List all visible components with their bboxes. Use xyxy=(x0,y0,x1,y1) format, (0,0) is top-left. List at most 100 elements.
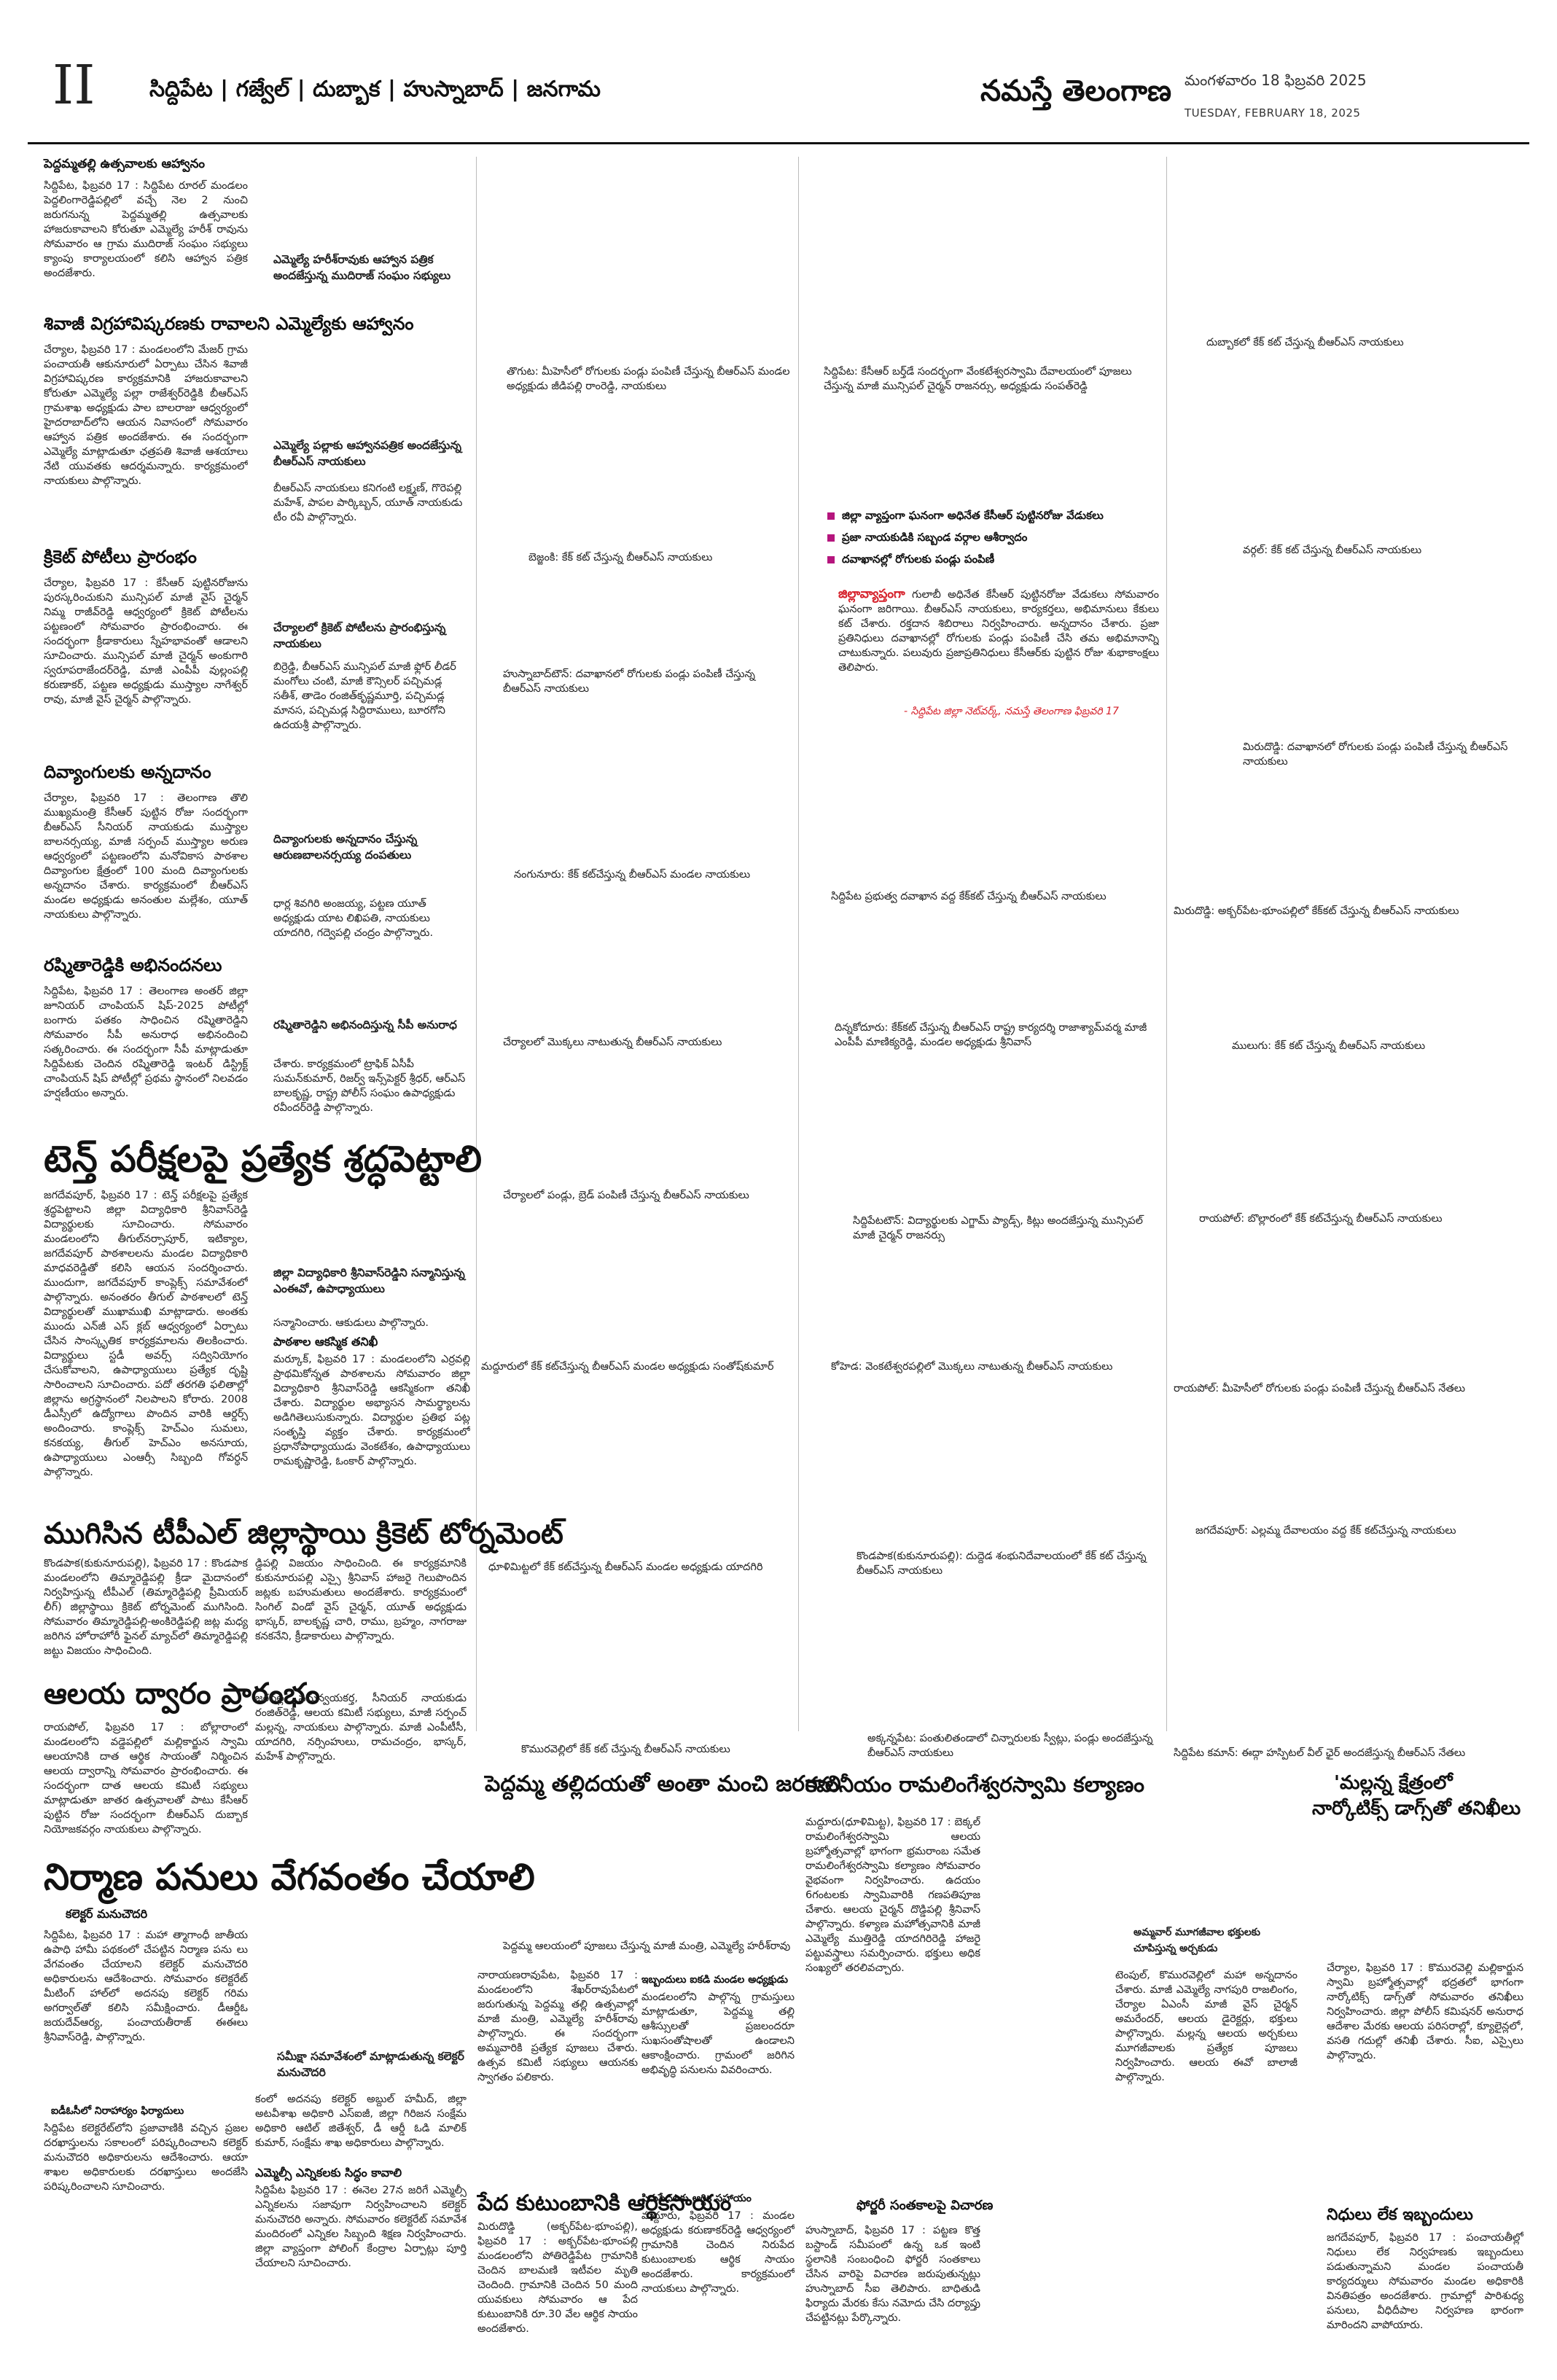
article-body: రాయపోల్, ఫిబ్రవరి 17 : బోల్లారాంలో మండలం… xyxy=(44,1722,248,1835)
article-body: డ్డిపల్లి విజయం సాధించింది. ఈ కార్యక్రమా… xyxy=(255,1558,467,1642)
photo-caption: చేర్యాలలో మొక్కలు నాటుతున్న బీఆర్ఎస్ నాయ… xyxy=(503,1037,722,1048)
date-telugu: మంగళవారం 18 ఫిబ్రవరి 2025 xyxy=(1185,71,1367,89)
article-body: సిద్దిపేట, ఫిబ్రవరి 17 : మహా త్మాగాంధీ జ… xyxy=(44,1930,248,2043)
photo-caption: నంగునూరు: కేక్ కట్‌చేస్తున్న బీఆర్ఎస్ మం… xyxy=(514,869,751,881)
article-subhead: సిరుపేదలకు ఆర్థిక సహాయం xyxy=(641,2193,752,2204)
photo-caption: వర్గల్: కేక్ కట్ చేస్తున్న బీఆర్ఎస్ నాయక… xyxy=(1243,545,1422,556)
region-list: సిద్దిపేట | గజ్వేల్ | దుబ్బాక | హుస్నాబా… xyxy=(149,77,601,102)
article-title: దివ్యాంగులకు అన్నదానం xyxy=(44,762,211,782)
article-body: చేర్యాల, ఫిబ్రవరి 17 : తెలంగాణ తొలి ముఖ్… xyxy=(44,792,248,921)
article-body: చేర్యాల, ఫిబ్రవరి 17 : మండలంలోని మేజర్ గ… xyxy=(44,344,248,487)
article-title: కమనీయం రామలింగేశ్వరస్వామి కల్యాణం xyxy=(805,1772,1144,1797)
article-title: నిర్మాణ పనులు వేగవంతం చేయాలి xyxy=(44,1856,535,1898)
photo-caption: రాయపోల్: బొల్లారంలో కేక్ కట్‌చేస్తున్న బ… xyxy=(1199,1213,1443,1225)
photo-caption: సిద్దిపేటటౌన్: విద్యార్థులకు ఎగ్జామ్ ప్య… xyxy=(853,1215,1143,1241)
caption-text: బీఆర్ఎస్ నాయకులు కనిగంటి లక్ష్మణ్, గొరెప… xyxy=(273,483,463,523)
photo-caption: ధూళిమిట్టలో కేక్ కట్‌చేస్తున్న బీఆర్ఎస్ … xyxy=(488,1561,763,1573)
photo-caption: రష్మితారెడ్డిని అభినందిస్తున్న సీపీ అనుర… xyxy=(273,1018,457,1031)
photo-caption: తొగుట: మీహెసీలో రోగులకు పండ్లు పంపిణీ చే… xyxy=(507,366,790,392)
photo-caption: జగదేవపూర్: ఎల్లమ్మ దేవాలయం వద్ద కేక్ కట్… xyxy=(1195,1525,1456,1537)
article-body: జరవల్ల సమన్వయకర్త, సీనియర్ నాయకుడు రంజిత… xyxy=(255,1693,467,1763)
article-subhead: పాఠశాల ఆకస్మిక తనిఖీ xyxy=(273,1335,378,1349)
photo-caption: అమ్మవార్ మూగజీవాల భక్తులకు చూపిస్తున్న అ… xyxy=(1133,1927,1260,1954)
article-title: పేద కుటుంబానికి ఆర్థికసాయం xyxy=(477,2190,732,2216)
highlight-item: ప్రజా నాయకుడికి సబ్బండ వర్గాల ఆశీర్వాదం xyxy=(827,526,1163,548)
article-title: నార్కోటిక్స్ డాగ్స్‌తో తనిఖీలు xyxy=(1312,1798,1521,1819)
photo-caption: కోహెడ: వెంకటేశ్వరపల్లిలో మొక్కలు నాటుతున… xyxy=(831,1361,1113,1373)
page-number: II xyxy=(52,54,95,117)
highlight-item: జిల్లా వ్యాప్తంగా ఘనంగా అధినేత కేసీఆర్ ప… xyxy=(827,504,1163,526)
photo-caption: రాయపోల్: మీహెసీలో రోగులకు పండ్లు పంపిణీ … xyxy=(1174,1383,1466,1394)
article-subhead: ఫోర్జరీ సంతకాలపై విచారణ xyxy=(856,2198,994,2213)
article-subhead: ఐడీఓసీలో నిరాహార్యం ఫిర్యాదులు xyxy=(51,2105,184,2117)
article-title: శివాజీ విగ్రహావిష్కరణకు రావాలని ఎమ్మెల్య… xyxy=(44,313,414,334)
photo-caption: పెద్దమ్మ ఆలయంలో పూజలు చేస్తున్న మాజీ మంత… xyxy=(503,1940,791,1952)
article-body: సిద్దిపేట ఫిబ్రవరి 17 : ఈనెల 27న జరిగే ఎ… xyxy=(255,2185,467,2269)
photo-caption: దుబ్బాకలో కేక్ కట్ చేస్తున్న బీఆర్ఎస్ నా… xyxy=(1206,337,1404,348)
photo-caption: ములుగు: కేక్ కట్ చేస్తున్న బీఆర్ఎస్ నాయక… xyxy=(1232,1040,1426,1052)
column-divider xyxy=(476,157,477,1731)
photo-caption: హుస్నాబాద్‌టౌన్: దవాఖానలో రోగులకు పండ్లు… xyxy=(503,668,755,695)
article-subhead: ఎమ్మెల్సీ ఎన్నికలకు సిద్ధం కావాలి xyxy=(255,2166,402,2180)
caption-text: సన్మానించారు. ఆకుడులు పాల్గొన్నారు. xyxy=(273,1317,429,1329)
article-title: పెద్దమ్మతల్లి ఉత్సవాలకు ఆహ్వానం xyxy=(44,157,206,171)
date-english: TUESDAY, FEBRUARY 18, 2025 xyxy=(1185,106,1361,120)
article-body: మిరుదొడ్డి (అక్బర్‌పేట-భూంపల్లి), ఫిబ్రవ… xyxy=(477,2221,638,2335)
photo-caption: సిద్దిపేట ప్రభుత్వ దవాఖాన వద్ద కేక్‌కట్ … xyxy=(831,891,1107,902)
article-title: ఆలయ ద్వారం ప్రారంభం xyxy=(44,1677,321,1711)
highlight-item: దవాఖానల్లో రోగులకు పండ్లు పంపిణీ xyxy=(827,548,1163,570)
photo-caption: కొండపాక(కుకునూరుపల్లి): దుద్దెడ శంభునిదే… xyxy=(856,1550,1147,1577)
article-body: చేర్యాల, ఫిబ్రవరి 17 : కేసీఆర్ పుట్టినరో… xyxy=(44,577,248,706)
article-body: మద్దూరు, ఫిబ్రవరి 17 : మండల అధ్యక్షుడు క… xyxy=(641,2210,795,2295)
article-body: టెంపుల్, కొమురవెల్లిలో మహా అన్నదానం చేశా… xyxy=(1115,1970,1298,2083)
byline: - సిద్దిపేట జిల్లా నెట్‌వర్క్, నమస్తే తె… xyxy=(904,706,1119,717)
article-body: మద్దూరు(ధూళిమిట్ట), ఫిబ్రవరి 17 : బెక్కల… xyxy=(805,1817,980,1974)
article-body: హుస్నాబాద్, ఫిబ్రవరి 17 : పట్టణ కొత్త బస… xyxy=(805,2225,980,2324)
bullet-square-icon xyxy=(827,534,835,542)
article-body: సిద్దిపేట, ఫిబ్రవరి 17 : తెలంగాణ అంతర్ జ… xyxy=(44,986,248,1099)
article-title: పెద్దమ్మ తల్లిదయతో అంతా మంచి జరగాలి xyxy=(485,1771,841,1797)
photo-caption: సిద్దిపేట కమాన్: ఈద్గా హస్పిటల్ వీల్ ఛైర… xyxy=(1174,1747,1466,1759)
caption-text: ధార్ల శివగిరి అంజయ్య, పట్టణ యూత్ అధ్యక్ష… xyxy=(273,898,434,939)
photo-caption: మిరుదొడ్డి: దవాఖానలో రోగులకు పండ్లు పంపి… xyxy=(1243,741,1508,768)
article-subhead: నిధులు లేక ఇబ్బందులు xyxy=(1327,2206,1473,2224)
article-body: మండలంలోని పాల్గొన్న గ్రామస్తులు మాట్లాడు… xyxy=(641,1991,795,2076)
article-subhead: ఇబ్బందులు ఐకడి మండల అధ్యక్షుడు xyxy=(641,1974,788,1986)
photo-caption: ఎమ్మెల్యే హరీశ్‌రావుకు ఆహ్వాన పత్రిక అంద… xyxy=(273,253,451,282)
lede-paragraph: జిల్లావ్యాప్తంగా గులాబీ అధినేత కేసీఆర్ ప… xyxy=(838,587,1159,674)
highlights-list: జిల్లా వ్యాప్తంగా ఘనంగా అధినేత కేసీఆర్ ప… xyxy=(827,504,1163,570)
photo-caption: సిద్దిపేట: కేసీఆర్ బర్త్‌డే సందర్భంగా వే… xyxy=(824,366,1132,392)
article-body: కొండపాక(కుకునూరుపల్లి), ఫిబ్రవరి 17 : కొ… xyxy=(44,1558,248,1657)
article-body: జగదేవపూర్, ఫిబ్రవరి 17 : పంచాయతీల్లో నిధ… xyxy=(1327,2232,1523,2331)
photo-caption: కొమురవెల్లిలో కేక్ కట్ చేస్తున్న బీఆర్ఎస… xyxy=(521,1744,730,1755)
photo-caption: దిన్నకోదూరు: కేక్‌కట్ చేస్తున్న బీఆర్ఎస్… xyxy=(835,1022,1147,1048)
photo-caption: అక్కన్నపేట: పంతులితండాలో చిన్నారులకు స్వ… xyxy=(867,1733,1153,1759)
article-title: ముగిసిన టీపీఎల్ జిల్లాస్థాయి క్రికెట్ టో… xyxy=(44,1517,563,1550)
article-body: చేర్యాల, ఫిబ్రవరి 17 : కొమురవెల్లి మల్లి… xyxy=(1327,1962,1523,2061)
photo-caption: చేర్యాలలో పండ్లు, బ్రెడ్ పంపిణీ చేస్తున్… xyxy=(503,1190,749,1201)
photo-caption: దివ్యాంగులకు అన్నదానం చేస్తున్న ఆరుణబాలన… xyxy=(273,832,418,862)
article-body: కంలో అదనపు కలెక్టర్ అబ్దుల్ హమీద్, జిల్ల… xyxy=(255,2094,467,2149)
header-rule xyxy=(28,142,1529,144)
photo-caption: సమీక్షా సమావేశంలో మాట్లాడుతున్న కలెక్టర్… xyxy=(277,2050,464,2079)
article-body: జగదేవపూర్, ఫిబ్రవరి 17 : టెన్త్ పరీక్షలప… xyxy=(44,1190,248,1478)
article-body: మర్కూక్, ఫిబ్రవరి 17 : మండలంలోని ఎర్రవల్… xyxy=(273,1354,470,1467)
photo-caption: చేర్యాలలో క్రికెట్ పోటీలను ప్రారంభిస్తున… xyxy=(273,621,446,650)
article-body: సిద్దిపేట, ఫిబ్రవరి 17 : సిద్దిపేట రూరల్… xyxy=(44,180,248,279)
photo-caption: మద్దూరులో కేక్ కట్‌చేస్తున్న బీఆర్ఎస్ మం… xyxy=(481,1361,774,1373)
article-body: సిద్దిపేట కలెక్టరేట్‌లోని ప్రజావాణికి వచ… xyxy=(44,2123,248,2193)
masthead: నమస్తే తెలంగాణ xyxy=(980,74,1172,108)
bullet-square-icon xyxy=(827,512,835,520)
article-body: నారాయణరావుపేట, ఫిబ్రవరి 17 : మండలంలోని శ… xyxy=(477,1970,638,2083)
column-divider xyxy=(798,157,799,1731)
bullet-square-icon xyxy=(827,555,835,563)
caption-text: బిర్రెడ్డి, బీఆర్ఎస్ మున్సిపల్ మాజీ ఫ్లో… xyxy=(273,661,456,731)
article-title: రష్మితారెడ్డికి అభినందనలు xyxy=(44,955,222,975)
column-divider xyxy=(1166,157,1167,1731)
photo-caption: బెజ్జంకి: కేక్ కట్ చేస్తున్న బీఆర్ఎస్ నా… xyxy=(528,552,713,563)
article-title: టెన్త్ పరీక్షలపై ప్రత్యేక శ్రద్ధపెట్టాలి xyxy=(44,1138,483,1180)
caption-text: చేశారు. కార్యక్రమంలో ట్రాఫిక్ ఏసీపీ సుమన… xyxy=(273,1058,466,1114)
article-subhead: కలెక్టర్ మనుచౌదరి xyxy=(66,1907,148,1921)
article-title: క్రికెట్ పోటీలు ప్రారంభం xyxy=(44,547,197,567)
photo-caption: మిరుదొడ్డి: అక్బర్‌పేట-భూంపల్లిలో కేక్‌క… xyxy=(1174,905,1459,917)
